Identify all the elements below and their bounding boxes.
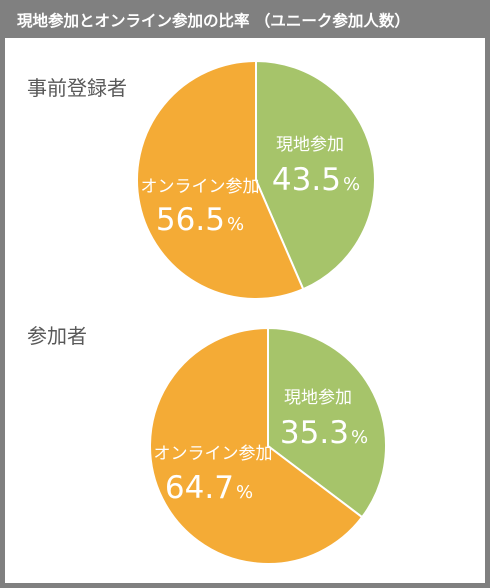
pie-slice-preregistered-online bbox=[136, 59, 305, 300]
pie-title-participants: 参加者 bbox=[27, 324, 87, 348]
slice-value-participants-onsite: 35.3% bbox=[280, 415, 368, 451]
slice-value-participants-online: 64.7% bbox=[165, 470, 253, 506]
slice-label-participants-onsite: 現地参加 bbox=[284, 388, 352, 408]
pie-slice-preregistered-onsite bbox=[255, 59, 376, 291]
slice-value-preregistered-onsite: 43.5% bbox=[272, 162, 360, 198]
chart-title: 現地参加とオンライン参加の比率 （ユニーク参加人数） bbox=[5, 5, 485, 38]
pie-slice-participants-online bbox=[149, 326, 364, 565]
pie-title-preregistered: 事前登録者 bbox=[27, 76, 127, 100]
slice-label-preregistered-online: オンライン参加 bbox=[141, 177, 260, 197]
slice-label-preregistered-onsite: 現地参加 bbox=[276, 135, 344, 155]
slice-label-participants-online: オンライン参加 bbox=[154, 444, 273, 464]
pie-slice-participants-onsite bbox=[267, 326, 387, 519]
slice-value-preregistered-online: 56.5% bbox=[156, 202, 244, 238]
